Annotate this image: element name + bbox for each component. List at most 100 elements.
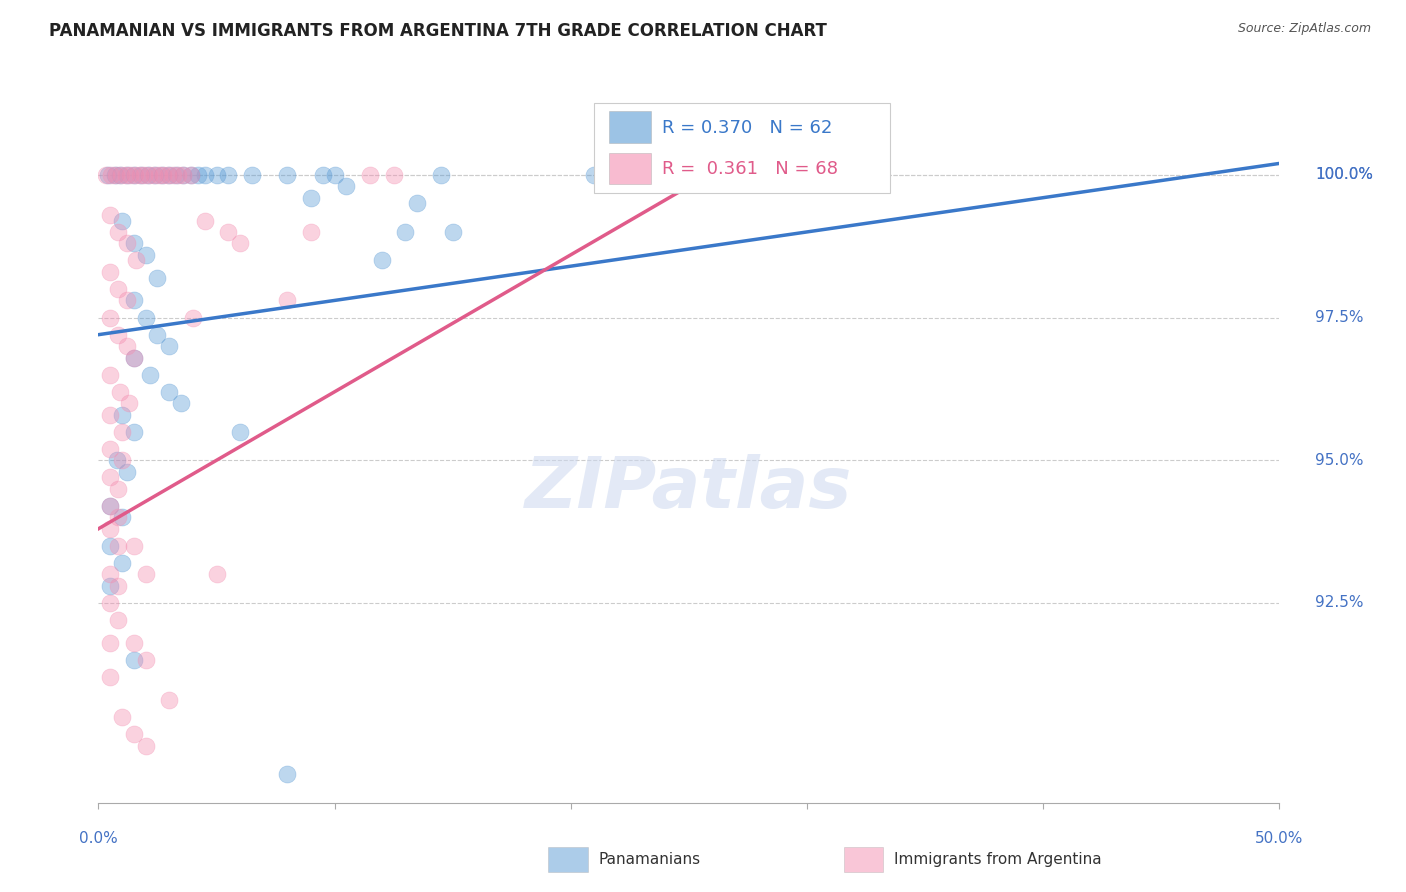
Point	[406, 196, 429, 211]
Text: 97.5%: 97.5%	[1315, 310, 1364, 325]
Point	[111, 213, 134, 227]
Text: R = 0.370   N = 62: R = 0.370 N = 62	[662, 119, 832, 136]
Point	[122, 168, 145, 182]
Point	[138, 168, 160, 182]
Point	[118, 396, 141, 410]
Point	[172, 168, 194, 182]
Text: ZIPatlas: ZIPatlas	[526, 454, 852, 524]
Point	[115, 168, 138, 182]
Text: 92.5%: 92.5%	[1315, 596, 1364, 610]
Point	[170, 396, 193, 410]
Point	[583, 168, 606, 182]
Point	[98, 596, 121, 610]
Point	[107, 539, 129, 553]
Text: PANAMANIAN VS IMMIGRANTS FROM ARGENTINA 7TH GRADE CORRELATION CHART: PANAMANIAN VS IMMIGRANTS FROM ARGENTINA …	[49, 22, 827, 40]
Point	[128, 168, 150, 182]
Point	[108, 168, 131, 182]
Point	[180, 168, 202, 182]
Point	[312, 168, 335, 182]
Point	[114, 168, 136, 182]
Point	[134, 168, 156, 182]
Text: Immigrants from Argentina: Immigrants from Argentina	[894, 853, 1102, 867]
Point	[107, 613, 129, 627]
Point	[135, 739, 157, 753]
Point	[166, 168, 188, 182]
Point	[323, 168, 346, 182]
Point	[205, 168, 228, 182]
Point	[135, 310, 157, 325]
Text: 100.0%: 100.0%	[1315, 168, 1372, 182]
Point	[157, 693, 180, 707]
Point	[139, 368, 162, 382]
Point	[135, 248, 157, 262]
Point	[194, 213, 217, 227]
Point	[98, 442, 121, 456]
Point	[136, 168, 159, 182]
Point	[110, 168, 132, 182]
Point	[107, 225, 129, 239]
Point	[105, 168, 128, 182]
Point	[98, 636, 121, 650]
Point	[98, 408, 121, 422]
Point	[276, 293, 298, 308]
Point	[135, 653, 157, 667]
Point	[98, 208, 121, 222]
Point	[150, 168, 173, 182]
Point	[441, 225, 464, 239]
Point	[98, 265, 121, 279]
Point	[98, 368, 121, 382]
Text: 0.0%: 0.0%	[79, 831, 118, 847]
Point	[146, 327, 169, 342]
Point	[217, 225, 239, 239]
Point	[111, 453, 134, 467]
Point	[180, 168, 202, 182]
Point	[122, 727, 145, 741]
Point	[115, 293, 138, 308]
Point	[157, 384, 180, 399]
Text: R =  0.361   N = 68: R = 0.361 N = 68	[662, 160, 838, 178]
Point	[108, 384, 131, 399]
Point	[115, 339, 138, 353]
Point	[111, 510, 134, 524]
Point	[122, 653, 145, 667]
Point	[135, 567, 157, 582]
Point	[807, 168, 830, 182]
Point	[157, 168, 180, 182]
Point	[94, 168, 117, 182]
Point	[104, 168, 127, 182]
Text: Panamanians: Panamanians	[599, 853, 702, 867]
Point	[122, 351, 145, 365]
Point	[111, 556, 134, 570]
Point	[115, 465, 138, 479]
Point	[122, 236, 145, 251]
Point	[240, 168, 263, 182]
Point	[107, 510, 129, 524]
Point	[172, 168, 194, 182]
Point	[107, 482, 129, 496]
Point	[107, 327, 129, 342]
Point	[276, 767, 298, 781]
Point	[122, 293, 145, 308]
Point	[157, 168, 180, 182]
Point	[181, 310, 204, 325]
Text: 100.0%: 100.0%	[1315, 168, 1372, 182]
Point	[148, 168, 170, 182]
Point	[100, 168, 122, 182]
Point	[359, 168, 381, 182]
Point	[98, 567, 121, 582]
Point	[299, 225, 322, 239]
Point	[122, 425, 145, 439]
Point	[162, 168, 184, 182]
Point	[143, 168, 166, 182]
Point	[142, 168, 165, 182]
Point	[371, 253, 394, 268]
Point	[122, 351, 145, 365]
Point	[98, 499, 121, 513]
Point	[122, 539, 145, 553]
Point	[111, 408, 134, 422]
Point	[98, 579, 121, 593]
Point	[229, 236, 252, 251]
Point	[165, 168, 187, 182]
Point	[194, 168, 217, 182]
Point	[122, 636, 145, 650]
